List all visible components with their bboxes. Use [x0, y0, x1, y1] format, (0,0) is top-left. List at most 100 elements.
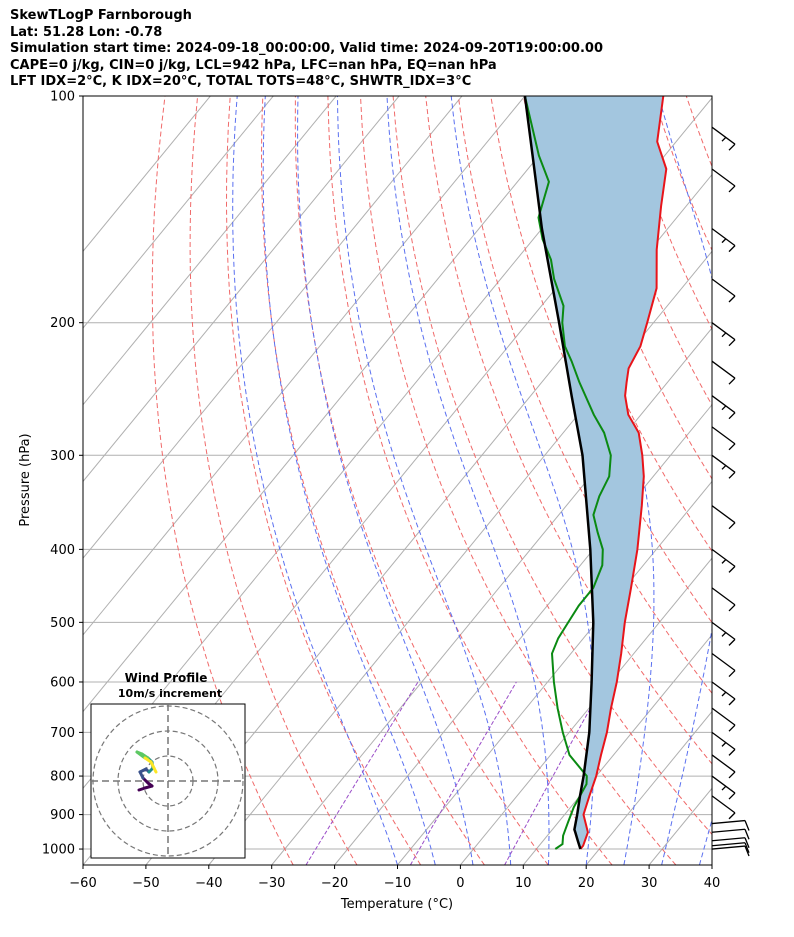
x-tick-label: −40	[195, 876, 222, 891]
y-tick-label: 900	[50, 808, 75, 823]
wind-barb	[711, 754, 736, 779]
dewpoint-line	[523, 96, 612, 850]
simulation-time-line: Simulation start time: 2024-09-18_00:00:…	[10, 41, 603, 56]
wind-barb	[711, 795, 736, 820]
isotherm-line	[83, 96, 400, 483]
x-tick-label: −20	[321, 876, 348, 891]
y-tick-label: 300	[50, 449, 75, 464]
y-axis-label: Pressure (hPa)	[18, 433, 33, 526]
wind-barb	[711, 587, 736, 612]
inset-title: Wind Profile	[125, 671, 208, 685]
wind-barb	[711, 126, 736, 151]
parcel-line	[523, 96, 595, 850]
wind-barb	[711, 426, 736, 451]
isotherm-line	[83, 96, 211, 253]
wind-barbs	[711, 126, 750, 857]
isotherm-line	[83, 96, 274, 329]
wind-barb	[711, 775, 736, 800]
isotherm-line	[397, 480, 712, 865]
wind-barb	[711, 548, 736, 573]
inset-subtitle: 10m/s increment	[118, 687, 222, 700]
wind-barb	[711, 395, 736, 420]
y-tick-label: 500	[50, 616, 75, 631]
dry-adiabat	[260, 96, 485, 865]
dry-adiabat	[752, 96, 794, 865]
wind-barb	[711, 681, 736, 706]
moist-adiabat	[698, 818, 712, 865]
isotherm-line	[271, 327, 712, 865]
moist-adiabat	[386, 96, 550, 865]
mixing-ratio-line	[305, 681, 419, 865]
dry-adiabat	[784, 96, 794, 865]
wind-barb	[711, 828, 750, 840]
dry-adiabat	[555, 96, 712, 480]
wind-barb	[711, 228, 736, 253]
x-tick-label: 20	[578, 876, 595, 891]
dry-adiabat	[425, 96, 712, 765]
wind-barb	[711, 278, 736, 303]
isotherm-line	[775, 96, 794, 865]
x-tick-label: 30	[641, 876, 658, 891]
dry-adiabat	[392, 96, 712, 836]
y-tick-label: 100	[50, 90, 75, 105]
dry-adiabat	[151, 96, 294, 865]
y-tick-label: 200	[50, 316, 75, 331]
wind-barb	[711, 322, 736, 347]
y-tick-label: 800	[50, 770, 75, 785]
mixing-ratio-line	[409, 681, 517, 865]
x-tick-label: −10	[384, 876, 411, 891]
dry-adiabat	[360, 96, 677, 865]
wind-barb	[711, 842, 750, 853]
y-tick-label: 600	[50, 675, 75, 690]
isotherm-line	[460, 557, 712, 865]
moist-adiabat	[658, 96, 712, 865]
wind-profile-inset: Wind Profile 10m/s increment	[90, 671, 246, 859]
indices-line: LFT IDX=2°C, K IDX=20°C, TOTAL TOTS=48°C…	[10, 74, 472, 89]
mixing-ratio-line	[504, 681, 606, 865]
cape-cin-line: CAPE=0 j/kg, CIN=0 j/kg, LCL=942 hPa, LF…	[10, 57, 497, 73]
wind-barb	[711, 845, 750, 857]
wind-barb	[711, 454, 736, 479]
chart-header: SkewTLogP Farnborough Lat: 51.28 Lon: -0…	[10, 8, 603, 91]
dry-adiabat	[327, 96, 613, 865]
moist-adiabat	[232, 96, 398, 865]
dry-adiabat	[189, 96, 358, 865]
isotherm-line	[83, 96, 463, 559]
wind-barb	[711, 731, 736, 756]
y-tick-label: 700	[50, 726, 75, 741]
dry-adiabat	[719, 96, 794, 865]
wind-barb	[711, 621, 736, 646]
x-axis: −60 −50 −40 −30 −20 −10 0 10 20 30 40	[69, 865, 720, 891]
y-axis: 100 200 300 400 500 600 700 800 900 1000	[42, 90, 83, 858]
wind-barb	[711, 819, 750, 831]
x-tick-label: −60	[69, 876, 96, 891]
moist-adiabat	[297, 96, 474, 865]
wind-barb	[711, 707, 736, 732]
wind-barb	[711, 653, 736, 677]
dry-adiabat	[685, 96, 712, 168]
moist-adiabat	[262, 96, 436, 865]
cape-cin-fill	[524, 96, 667, 849]
hodograph-segment	[135, 750, 147, 760]
hodograph-segment	[152, 766, 158, 774]
wind-barb	[711, 168, 736, 193]
isotherm-line	[145, 173, 712, 865]
x-tick-label: 10	[515, 876, 532, 891]
isotherm-line	[83, 96, 526, 636]
dry-adiabat	[653, 96, 712, 252]
wind-barb	[711, 360, 736, 385]
profile-lines	[523, 96, 668, 850]
temperature-line	[579, 96, 668, 850]
chart-title: SkewTLogP Farnborough	[10, 8, 192, 23]
isotherm-line	[83, 96, 337, 406]
moist-adiabat	[337, 96, 512, 865]
dry-adiabat	[294, 96, 549, 865]
isotherm-line	[522, 634, 712, 865]
x-axis-label: Temperature (°C)	[340, 897, 453, 912]
moist-adiabat	[450, 96, 596, 865]
y-tick-label: 1000	[42, 843, 75, 858]
wind-barb	[711, 505, 736, 530]
isotherm-line	[334, 403, 712, 865]
x-tick-label: 40	[704, 876, 721, 891]
